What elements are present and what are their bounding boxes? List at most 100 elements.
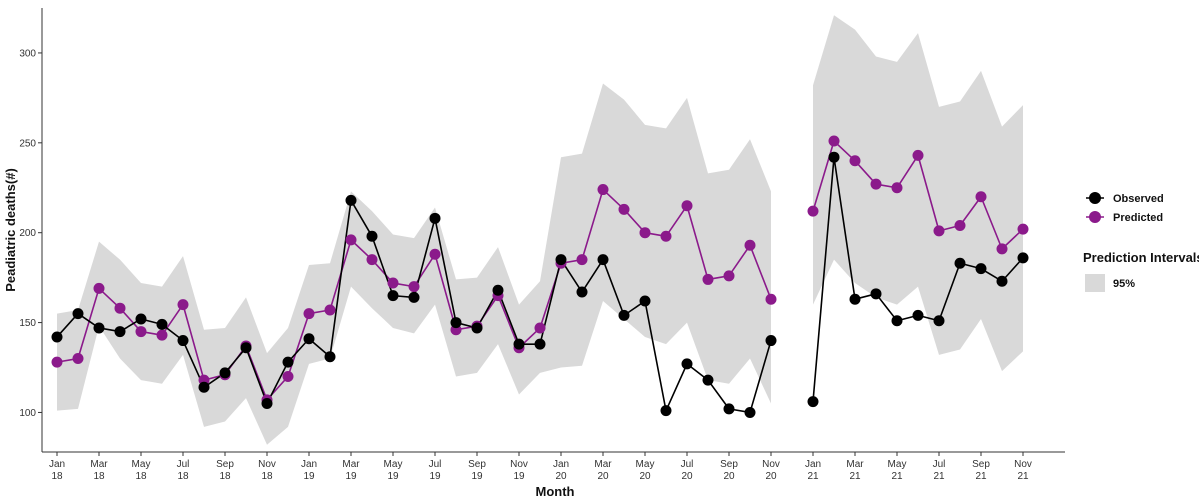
predicted-point (93, 282, 105, 294)
observed-point (219, 367, 231, 379)
x-tick-label-month: May (636, 459, 655, 470)
y-tick-label: 100 (19, 408, 36, 419)
x-tick-label-month: Jul (429, 459, 442, 470)
observed-point (891, 315, 903, 327)
x-tick-label-month: Sep (972, 459, 990, 470)
x-tick-label-year: 19 (303, 471, 315, 482)
prediction-interval-band-layer (57, 15, 1023, 445)
observed-point (534, 338, 546, 350)
observed-point (240, 342, 252, 354)
observed-point (849, 293, 861, 305)
observed-point (660, 405, 672, 417)
x-tick-label-month: Jan (553, 459, 569, 470)
observed-point (93, 322, 105, 334)
y-tick-label: 200 (19, 228, 36, 239)
observed-point (408, 291, 420, 303)
x-tick-label-year: 19 (345, 471, 357, 482)
observed-point (366, 230, 378, 242)
predicted-point (723, 270, 735, 282)
predicted-point (135, 326, 147, 338)
x-tick-label-month: Sep (216, 459, 234, 470)
observed-point (807, 396, 819, 408)
observed-point (723, 403, 735, 415)
predicted-point (534, 322, 546, 334)
observed-point (324, 351, 336, 363)
observed-point (450, 317, 462, 329)
legend-predicted-label: Predicted (1113, 212, 1163, 224)
observed-point (261, 397, 273, 409)
predicted-point (51, 356, 63, 368)
predicted-point (996, 243, 1008, 255)
prediction-interval-band-1 (813, 15, 1023, 372)
predicted-point (870, 178, 882, 190)
series-points-layer (51, 135, 1029, 418)
x-tick-label-year: 20 (597, 471, 609, 482)
observed-point (72, 308, 84, 320)
observed-point (282, 356, 294, 368)
predicted-point (429, 248, 441, 260)
x-tick-label-year: 21 (1017, 471, 1029, 482)
observed-point (681, 358, 693, 370)
x-tick-label-year: 20 (681, 471, 693, 482)
predicted-point (954, 220, 966, 232)
observed-point (135, 313, 147, 325)
observed-point (597, 254, 609, 266)
observed-point (996, 275, 1008, 287)
predicted-point (702, 273, 714, 285)
x-tick-label-year: 20 (765, 471, 777, 482)
x-tick-label-month: Mar (594, 459, 612, 470)
x-tick-label-year: 20 (555, 471, 567, 482)
observed-point (177, 335, 189, 347)
observed-point (639, 295, 651, 307)
observed-point (828, 151, 840, 163)
x-tick-label-month: Nov (1014, 459, 1032, 470)
x-tick-label-month: Jul (177, 459, 190, 470)
observed-point (912, 309, 924, 321)
y-axis-title: Peadiatric deaths(#) (3, 168, 18, 292)
observed-point (1017, 252, 1029, 264)
legend-interval-label: 95% (1113, 278, 1135, 290)
observed-point (576, 286, 588, 298)
predicted-point (177, 299, 189, 311)
predicted-point (891, 182, 903, 194)
observed-point (555, 254, 567, 266)
x-tick-label-month: Jan (49, 459, 65, 470)
x-tick-label-year: 18 (51, 471, 63, 482)
x-tick-label-month: Sep (720, 459, 738, 470)
predicted-point (114, 302, 126, 314)
observed-point (429, 212, 441, 224)
y-tick-label: 300 (19, 48, 36, 59)
observed-point (870, 288, 882, 300)
x-tick-label-year: 21 (891, 471, 903, 482)
predicted-point (72, 353, 84, 365)
predicted-point (366, 254, 378, 266)
x-tick-label-year: 19 (387, 471, 399, 482)
x-tick-label-month: May (888, 459, 907, 470)
x-tick-label-year: 19 (471, 471, 483, 482)
y-tick-label: 150 (19, 318, 36, 329)
predicted-point (597, 184, 609, 196)
predicted-point (345, 234, 357, 246)
x-tick-label-month: Mar (846, 459, 864, 470)
legend-interval-title: Prediction Intervals (1083, 250, 1199, 265)
observed-point (954, 257, 966, 269)
predicted-point (408, 281, 420, 293)
observed-point (492, 284, 504, 296)
predicted-point (156, 329, 168, 341)
x-tick-label-month: Nov (258, 459, 276, 470)
x-tick-label-year: 20 (723, 471, 735, 482)
observed-point (975, 263, 987, 275)
predicted-point (765, 293, 777, 305)
observed-point (933, 315, 945, 327)
observed-point (702, 374, 714, 386)
predicted-point (849, 155, 861, 167)
predicted-point (282, 371, 294, 383)
predicted-point (1017, 223, 1029, 235)
x-tick-label-year: 20 (639, 471, 651, 482)
predicted-point (744, 239, 756, 251)
predicted-point (303, 308, 315, 320)
x-axis-title: Month (536, 484, 575, 499)
observed-point (198, 381, 210, 393)
predicted-point (681, 200, 693, 212)
